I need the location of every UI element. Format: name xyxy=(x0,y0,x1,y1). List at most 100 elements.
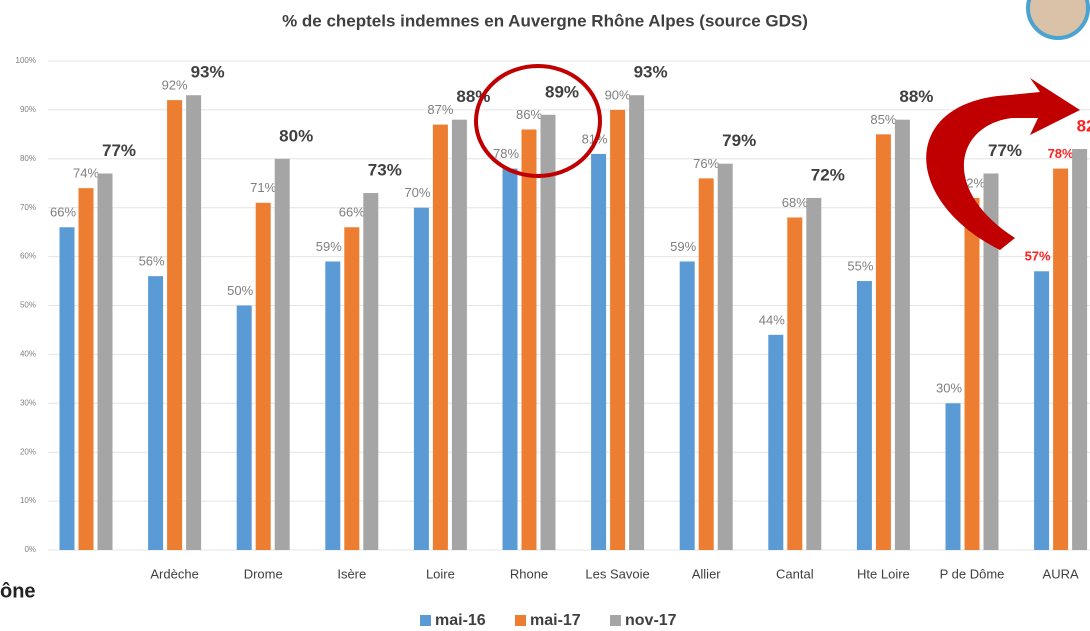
value-label: 80% xyxy=(279,126,313,145)
chart-title: % de cheptels indemnes en Auvergne Rhône… xyxy=(282,11,808,30)
bar xyxy=(964,197,980,551)
bar xyxy=(344,227,360,550)
highlight-arrow xyxy=(926,78,1080,250)
legend-label: mai-16 xyxy=(435,612,486,629)
value-label: 92% xyxy=(162,78,188,93)
value-label: 86% xyxy=(516,107,542,122)
y-tick-label: 90% xyxy=(20,105,36,114)
x-tick-label: Allier xyxy=(692,566,722,581)
value-label: 72% xyxy=(811,165,845,184)
value-label: 59% xyxy=(316,239,342,254)
value-label: 44% xyxy=(759,312,785,327)
bar xyxy=(945,403,961,550)
value-label: 82% xyxy=(1077,117,1090,136)
y-tick-label: 30% xyxy=(20,398,36,407)
bar xyxy=(679,261,695,550)
y-tick-label: 10% xyxy=(20,496,36,505)
value-label: 30% xyxy=(936,381,962,396)
value-label: 74% xyxy=(73,166,99,181)
x-tick-label: AURA xyxy=(1043,566,1079,581)
value-label: 90% xyxy=(605,87,631,102)
bar xyxy=(236,305,252,550)
plot: 0%10%20%30%40%50%60%70%80%90%100%66%74%7… xyxy=(16,56,1090,629)
bar xyxy=(1034,271,1050,550)
bar xyxy=(894,119,910,551)
value-label: 68% xyxy=(782,195,808,210)
y-tick-label: 50% xyxy=(20,301,36,310)
bar xyxy=(148,276,164,550)
bar xyxy=(186,95,202,550)
bar xyxy=(97,173,113,550)
bar xyxy=(983,173,999,550)
x-tick-label: Rhone xyxy=(510,566,548,581)
value-label: 66% xyxy=(50,205,76,220)
value-label: 66% xyxy=(339,205,365,220)
bar xyxy=(629,95,645,550)
value-label: 89% xyxy=(545,82,579,101)
value-label: 93% xyxy=(191,63,225,82)
value-label: 79% xyxy=(722,131,756,150)
avatar xyxy=(1026,0,1090,40)
bar xyxy=(768,334,784,550)
bar xyxy=(591,153,607,550)
bar xyxy=(1072,149,1088,550)
bar xyxy=(325,261,341,550)
bar xyxy=(806,197,822,551)
legend-swatch xyxy=(610,615,621,626)
value-label: 76% xyxy=(693,156,719,171)
x-tick-label: Ardèche xyxy=(150,566,198,581)
value-label: 77% xyxy=(102,141,136,160)
x-tick-label: Loire xyxy=(426,566,455,581)
bar xyxy=(540,114,556,550)
x-tick-label: P de Dôme xyxy=(940,566,1005,581)
value-label: 57% xyxy=(1025,249,1051,264)
value-label: 87% xyxy=(427,102,453,117)
y-tick-label: 80% xyxy=(20,154,36,163)
bar xyxy=(856,281,872,550)
highlight-circle xyxy=(474,64,602,178)
value-label: 85% xyxy=(870,112,896,127)
value-label: 77% xyxy=(988,141,1022,160)
x-tick-label: Isère xyxy=(337,566,366,581)
x-tick-label: Hte Loire xyxy=(857,566,910,581)
bar xyxy=(875,134,891,550)
side-text: ône xyxy=(0,580,36,602)
legend-label: mai-17 xyxy=(530,612,581,629)
bar xyxy=(1053,168,1069,550)
value-label: 50% xyxy=(227,283,253,298)
bar xyxy=(167,100,183,551)
bar xyxy=(610,109,626,551)
bar xyxy=(502,168,518,550)
legend-swatch xyxy=(515,615,526,626)
bar xyxy=(698,178,714,551)
value-label: 73% xyxy=(368,161,402,180)
bar xyxy=(432,124,448,550)
legend-swatch xyxy=(420,615,431,626)
value-label: 56% xyxy=(139,254,165,269)
bar xyxy=(413,207,429,550)
value-label: 93% xyxy=(634,63,668,82)
value-label: 55% xyxy=(847,258,873,273)
y-tick-label: 70% xyxy=(20,203,36,212)
x-tick-label: Les Savoie xyxy=(585,566,649,581)
bar xyxy=(78,188,94,550)
value-label: 70% xyxy=(404,185,430,200)
value-label: 88% xyxy=(899,87,933,106)
value-label: 78% xyxy=(1048,146,1074,161)
y-tick-label: 20% xyxy=(20,447,36,456)
bar xyxy=(717,163,733,550)
value-label: 59% xyxy=(670,239,696,254)
x-tick-label: Drome xyxy=(244,566,283,581)
y-tick-label: 0% xyxy=(24,545,36,554)
y-tick-label: 40% xyxy=(20,350,36,359)
y-tick-label: 60% xyxy=(20,252,36,261)
y-tick-label: 100% xyxy=(16,56,36,65)
value-label: 78% xyxy=(493,146,519,161)
bar xyxy=(363,193,379,550)
bar xyxy=(59,227,75,550)
value-label: 71% xyxy=(250,180,276,195)
legend-label: nov-17 xyxy=(625,612,677,629)
bar xyxy=(255,202,271,550)
x-tick-label: Cantal xyxy=(776,566,814,581)
bar xyxy=(274,158,290,551)
